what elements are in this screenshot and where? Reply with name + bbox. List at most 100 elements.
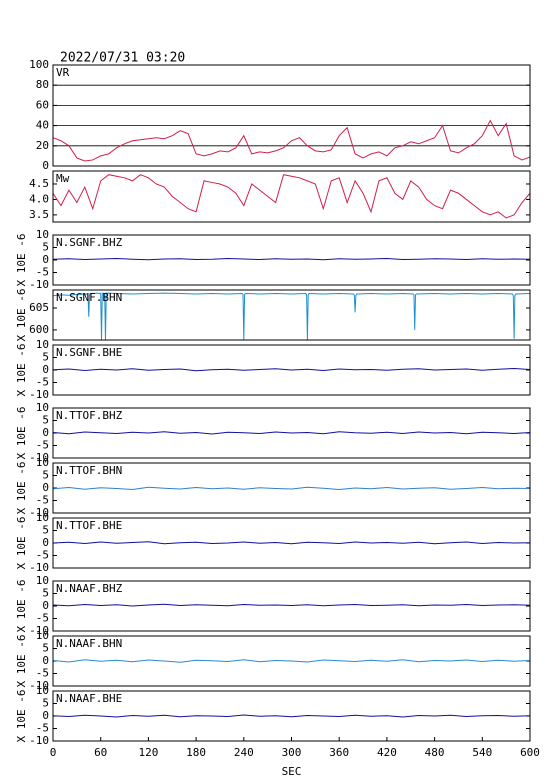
y-tick-label: 0: [42, 363, 49, 376]
panel-border: [52, 635, 531, 687]
y-tick-label: -5: [36, 376, 49, 389]
y-tick-label: -5: [36, 667, 49, 680]
trace: [52, 292, 531, 341]
y-tick-label: 10: [36, 574, 49, 587]
x-tick-label: 180: [186, 746, 206, 759]
panel-border: [52, 580, 531, 632]
trace: [52, 257, 531, 261]
y-tick-label: -10: [29, 388, 49, 401]
x-tick-label: 600: [520, 746, 540, 759]
x-tick-label: 120: [138, 746, 158, 759]
y-tick-label: 10: [36, 228, 49, 241]
panel-label: N.SGNF.BHN: [56, 291, 122, 304]
trace: [52, 119, 531, 162]
y-tick-label: -5: [36, 722, 49, 735]
y-tick-label: -10: [29, 451, 49, 464]
panel-label: Mw: [56, 172, 70, 185]
panel-label: N.NAAF.BHZ: [56, 582, 123, 595]
y-axis-label: X 10E -6: [15, 289, 28, 342]
y-axis-label: X 10E -6: [15, 234, 28, 287]
y-tick-label: -5: [36, 266, 49, 279]
y-tick-label: 80: [36, 78, 49, 91]
trace: [52, 367, 531, 372]
trace: [52, 603, 531, 607]
y-tick-label: 40: [36, 119, 49, 132]
y-axis-label: X 10E -6: [15, 690, 28, 743]
y-tick-label: 0: [42, 654, 49, 667]
y-tick-label: 10: [36, 338, 49, 351]
panel-label: N.NAAF.BHN: [56, 637, 122, 650]
panel-label: N.SGNF.BHZ: [56, 236, 123, 249]
y-tick-label: -10: [29, 278, 49, 291]
y-tick-label: 10: [36, 629, 49, 642]
panel-label: N.TTOF.BHE: [56, 519, 122, 532]
trace: [52, 174, 531, 219]
panel-border: [52, 517, 531, 569]
panel-label: N.NAAF.BHE: [56, 692, 122, 705]
x-tick-label: 60: [94, 746, 107, 759]
panel-border: [52, 344, 531, 396]
x-tick-label: 480: [425, 746, 445, 759]
y-tick-label: 10: [36, 401, 49, 414]
chart-title: 2022/07/31 03:20: [60, 51, 185, 66]
trace: [52, 659, 531, 663]
y-tick-label: 5: [42, 524, 49, 537]
y-tick-label: 600: [29, 323, 49, 336]
y-tick-label: 0: [42, 709, 49, 722]
panel-label: N.TTOF.BHN: [56, 464, 122, 477]
y-tick-label: 0: [42, 599, 49, 612]
y-tick-label: 5: [42, 587, 49, 600]
y-axis-label: X 10E -6: [15, 462, 28, 515]
y-tick-label: 4.5: [29, 177, 49, 190]
panel-border: [52, 289, 531, 341]
y-tick-label: 5: [42, 414, 49, 427]
y-tick-label: 0: [42, 253, 49, 266]
y-tick-label: 605: [29, 301, 49, 314]
trace: [52, 714, 531, 718]
y-axis-label: X 10E -6: [15, 517, 28, 570]
y-tick-label: 10: [36, 684, 49, 697]
panel-border: [52, 462, 531, 514]
y-tick-label: -10: [29, 624, 49, 637]
y-axis-label: X 10E -6: [15, 407, 28, 460]
y-tick-label: 5: [42, 351, 49, 364]
x-axis-label: SEC: [282, 765, 302, 778]
y-tick-label: -5: [36, 612, 49, 625]
y-tick-label: 0: [42, 159, 49, 172]
y-tick-label: 0: [42, 481, 49, 494]
y-tick-label: 0: [42, 426, 49, 439]
x-tick-label: 360: [329, 746, 349, 759]
y-tick-label: 60: [36, 98, 49, 111]
x-tick-label: 300: [282, 746, 302, 759]
x-tick-label: 0: [50, 746, 57, 759]
panel-border: [52, 407, 531, 459]
y-tick-label: 0: [42, 536, 49, 549]
y-tick-label: -10: [29, 561, 49, 574]
x-tick-label: 420: [377, 746, 397, 759]
x-tick-label: 240: [234, 746, 254, 759]
y-axis-label: X 10E -6: [15, 580, 28, 633]
trace: [52, 486, 531, 491]
y-tick-label: -5: [36, 549, 49, 562]
y-tick-label: -5: [36, 494, 49, 507]
panel-label: N.TTOF.BHZ: [56, 409, 123, 422]
y-tick-label: -10: [29, 679, 49, 692]
panel-border: [52, 170, 531, 223]
y-tick-label: 5: [42, 697, 49, 710]
panel-label: N.SGNF.BHE: [56, 346, 122, 359]
x-tick-label: 540: [472, 746, 492, 759]
y-axis-label: X 10E -6: [15, 344, 28, 397]
y-tick-label: 100: [29, 58, 49, 71]
y-tick-label: 10: [36, 511, 49, 524]
y-tick-label: 5: [42, 469, 49, 482]
trace: [52, 541, 531, 545]
y-tick-label: 20: [36, 139, 49, 152]
panel-label: VR: [56, 66, 70, 79]
y-tick-label: 3.5: [29, 208, 49, 221]
y-axis-label: X 10E -6: [15, 635, 28, 688]
y-tick-label: -10: [29, 506, 49, 519]
panel-border: [52, 234, 531, 286]
y-tick-label: -5: [36, 439, 49, 452]
panel-border: [52, 64, 531, 167]
